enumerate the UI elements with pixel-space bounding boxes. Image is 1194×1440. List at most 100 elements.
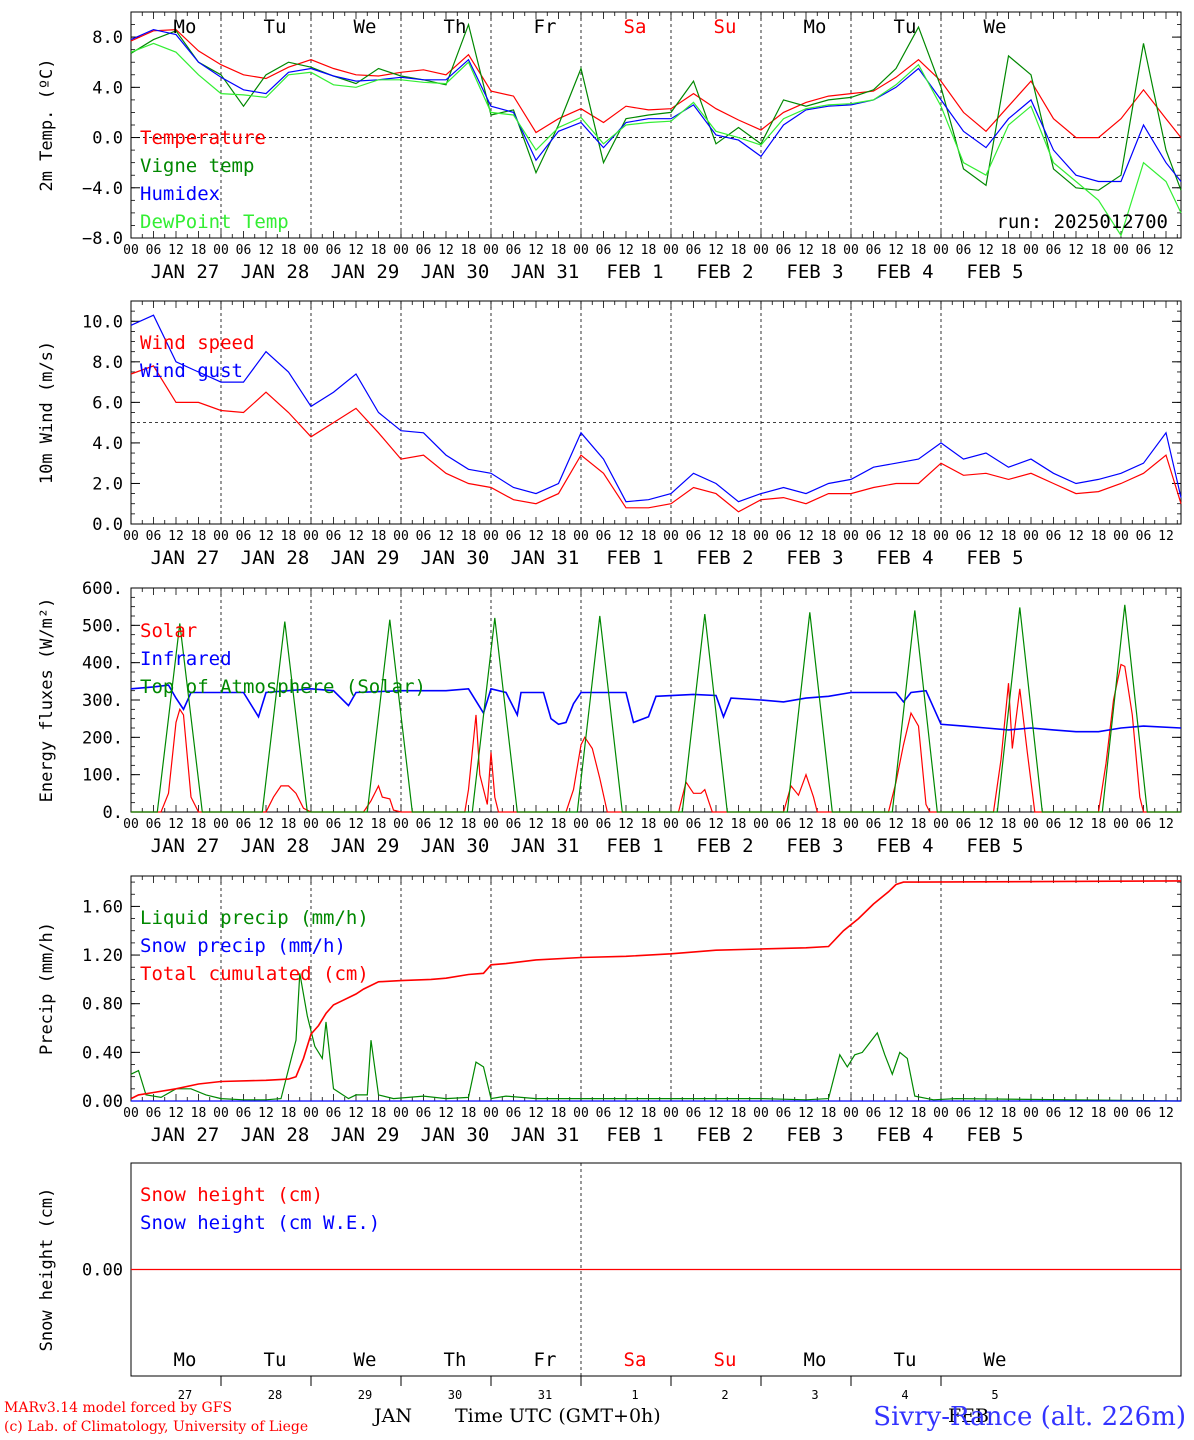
y-axis-label: Snow height (cm) — [37, 1188, 57, 1352]
day-number: 5 — [991, 1388, 998, 1402]
day-name: Mo — [804, 1349, 827, 1371]
hour-label: 18 — [371, 243, 387, 258]
hour-label: 00 — [573, 529, 589, 544]
hour-label: 12 — [1068, 817, 1084, 832]
hour-label: 18 — [911, 817, 927, 832]
series-line-wind-gust — [130, 314, 1182, 503]
day-name: Fr — [534, 1349, 557, 1371]
hour-label: 00 — [1113, 243, 1129, 258]
hour-label: 06 — [866, 1106, 882, 1121]
hour-label: 18 — [461, 817, 477, 832]
y-tick-label: 0.0 — [92, 129, 123, 149]
date-label: JAN 27 — [151, 1124, 220, 1146]
hour-label: 06 — [1136, 817, 1152, 832]
hour-label: 12 — [978, 243, 994, 258]
legend-entry: Wind speed — [140, 332, 254, 354]
series-line-dewpoint-temp — [130, 42, 1182, 237]
chart-panel-4: 00 06 12 18 00 06 12 18 00 06 12 18 00 06 12 18 00 06 12 18… — [37, 875, 1182, 1146]
legend-entry: Snow height (cm) — [140, 1184, 323, 1206]
hour-label: 12 — [348, 817, 364, 832]
date-label: FEB 1 — [606, 547, 663, 569]
hour-label: 00 — [303, 1106, 319, 1121]
hour-label: 00 — [483, 1106, 499, 1121]
hour-label: 18 — [1091, 243, 1107, 258]
series-line-vigne-temp — [130, 22, 1182, 191]
hour-label: 12 — [618, 529, 634, 544]
day-name: Mo — [174, 16, 197, 38]
date-label: FEB 2 — [696, 1124, 753, 1146]
hour-label: 00 — [573, 817, 589, 832]
date-label: JAN 28 — [241, 835, 310, 857]
hour-label: 18 — [1091, 1106, 1107, 1121]
date-label: FEB 4 — [876, 261, 933, 283]
hour-label: 06 — [956, 1106, 972, 1121]
day-name: Sa — [624, 1349, 647, 1371]
hour-label: 12 — [1068, 1106, 1084, 1121]
legend-entry: Snow height (cm W.E.) — [140, 1212, 380, 1234]
hour-label: 18 — [371, 529, 387, 544]
hour-label: 00 — [213, 243, 229, 258]
legend-entry: Temperature — [140, 127, 266, 149]
hour-label: 00 — [123, 529, 139, 544]
day-name: We — [354, 1349, 377, 1371]
hour-label: 00 — [483, 817, 499, 832]
hour-label: 12 — [708, 243, 724, 258]
date-label: FEB 1 — [606, 835, 663, 857]
hour-label: 18 — [911, 1106, 927, 1121]
day-name: We — [984, 1349, 1007, 1371]
hour-label: 12 — [978, 817, 994, 832]
date-label: FEB 5 — [966, 1124, 1023, 1146]
date-label: JAN 30 — [421, 547, 490, 569]
chart-panel-5: 0.00 Snow height (cm) Snow height (cm) Snow… — [37, 1162, 1182, 1402]
hour-label: 18 — [1091, 529, 1107, 544]
date-label: FEB 1 — [606, 1124, 663, 1146]
y-tick-label: 1.60 — [82, 897, 123, 917]
hour-label: 06 — [596, 243, 612, 258]
series-line-top-of-atmosphere-solar- — [131, 604, 1181, 813]
date-label: JAN 31 — [511, 1124, 580, 1146]
hour-label: 00 — [1023, 817, 1039, 832]
lab-credit: (c) Lab. of Climatology, University of L… — [4, 1419, 309, 1435]
day-number: 4 — [901, 1388, 908, 1402]
hour-label: 00 — [663, 1106, 679, 1121]
model-credit: MARv3.14 model forced by GFS — [4, 1400, 233, 1416]
hour-label: 18 — [731, 1106, 747, 1121]
y-tick-label: 4.0 — [92, 434, 123, 454]
hour-label: 06 — [326, 817, 342, 832]
day-number: 31 — [538, 1388, 552, 1402]
y-tick-label: 600. — [82, 579, 123, 599]
hour-label: 00 — [213, 1106, 229, 1121]
series-line-liquid-precip-mm-h- — [130, 973, 1182, 1102]
hour-label: 06 — [416, 817, 432, 832]
date-label: JAN 29 — [331, 547, 400, 569]
hour-label: 06 — [236, 817, 252, 832]
day-name: Sa — [624, 16, 647, 38]
hour-label: 12 — [708, 529, 724, 544]
hour-label: 12 — [168, 529, 184, 544]
y-axis-label: Precip (mm/h) — [37, 922, 57, 1055]
y-tick-label: 200. — [82, 728, 123, 748]
hour-label: 12 — [258, 817, 274, 832]
hour-label: 12 — [348, 529, 364, 544]
day-name: We — [354, 16, 377, 38]
hour-label: 00 — [213, 817, 229, 832]
date-label: JAN 29 — [331, 261, 400, 283]
hour-label: 12 — [348, 243, 364, 258]
date-label: FEB 4 — [876, 547, 933, 569]
day-name: Th — [444, 1349, 467, 1371]
hour-label: 12 — [438, 1106, 454, 1121]
hour-label: 18 — [281, 1106, 297, 1121]
hour-label: 00 — [663, 243, 679, 258]
hour-label: 00 — [753, 529, 769, 544]
date-label: JAN 27 — [151, 261, 220, 283]
month-label-feb: FEB — [948, 1405, 990, 1427]
date-label: JAN 31 — [511, 835, 580, 857]
hour-label: 18 — [191, 529, 207, 544]
legend-entry: Total cumulated (cm) — [140, 963, 369, 985]
legend-entry: Snow precip (mm/h) — [140, 935, 346, 957]
hour-label: 12 — [258, 243, 274, 258]
y-tick-label: 0.00 — [82, 1092, 123, 1112]
date-label: JAN 31 — [511, 547, 580, 569]
chart-panel-2: 00 06 12 18 00 06 12 18 00 06 12 18 00 06 12 18 00 06 12 18… — [37, 300, 1182, 569]
